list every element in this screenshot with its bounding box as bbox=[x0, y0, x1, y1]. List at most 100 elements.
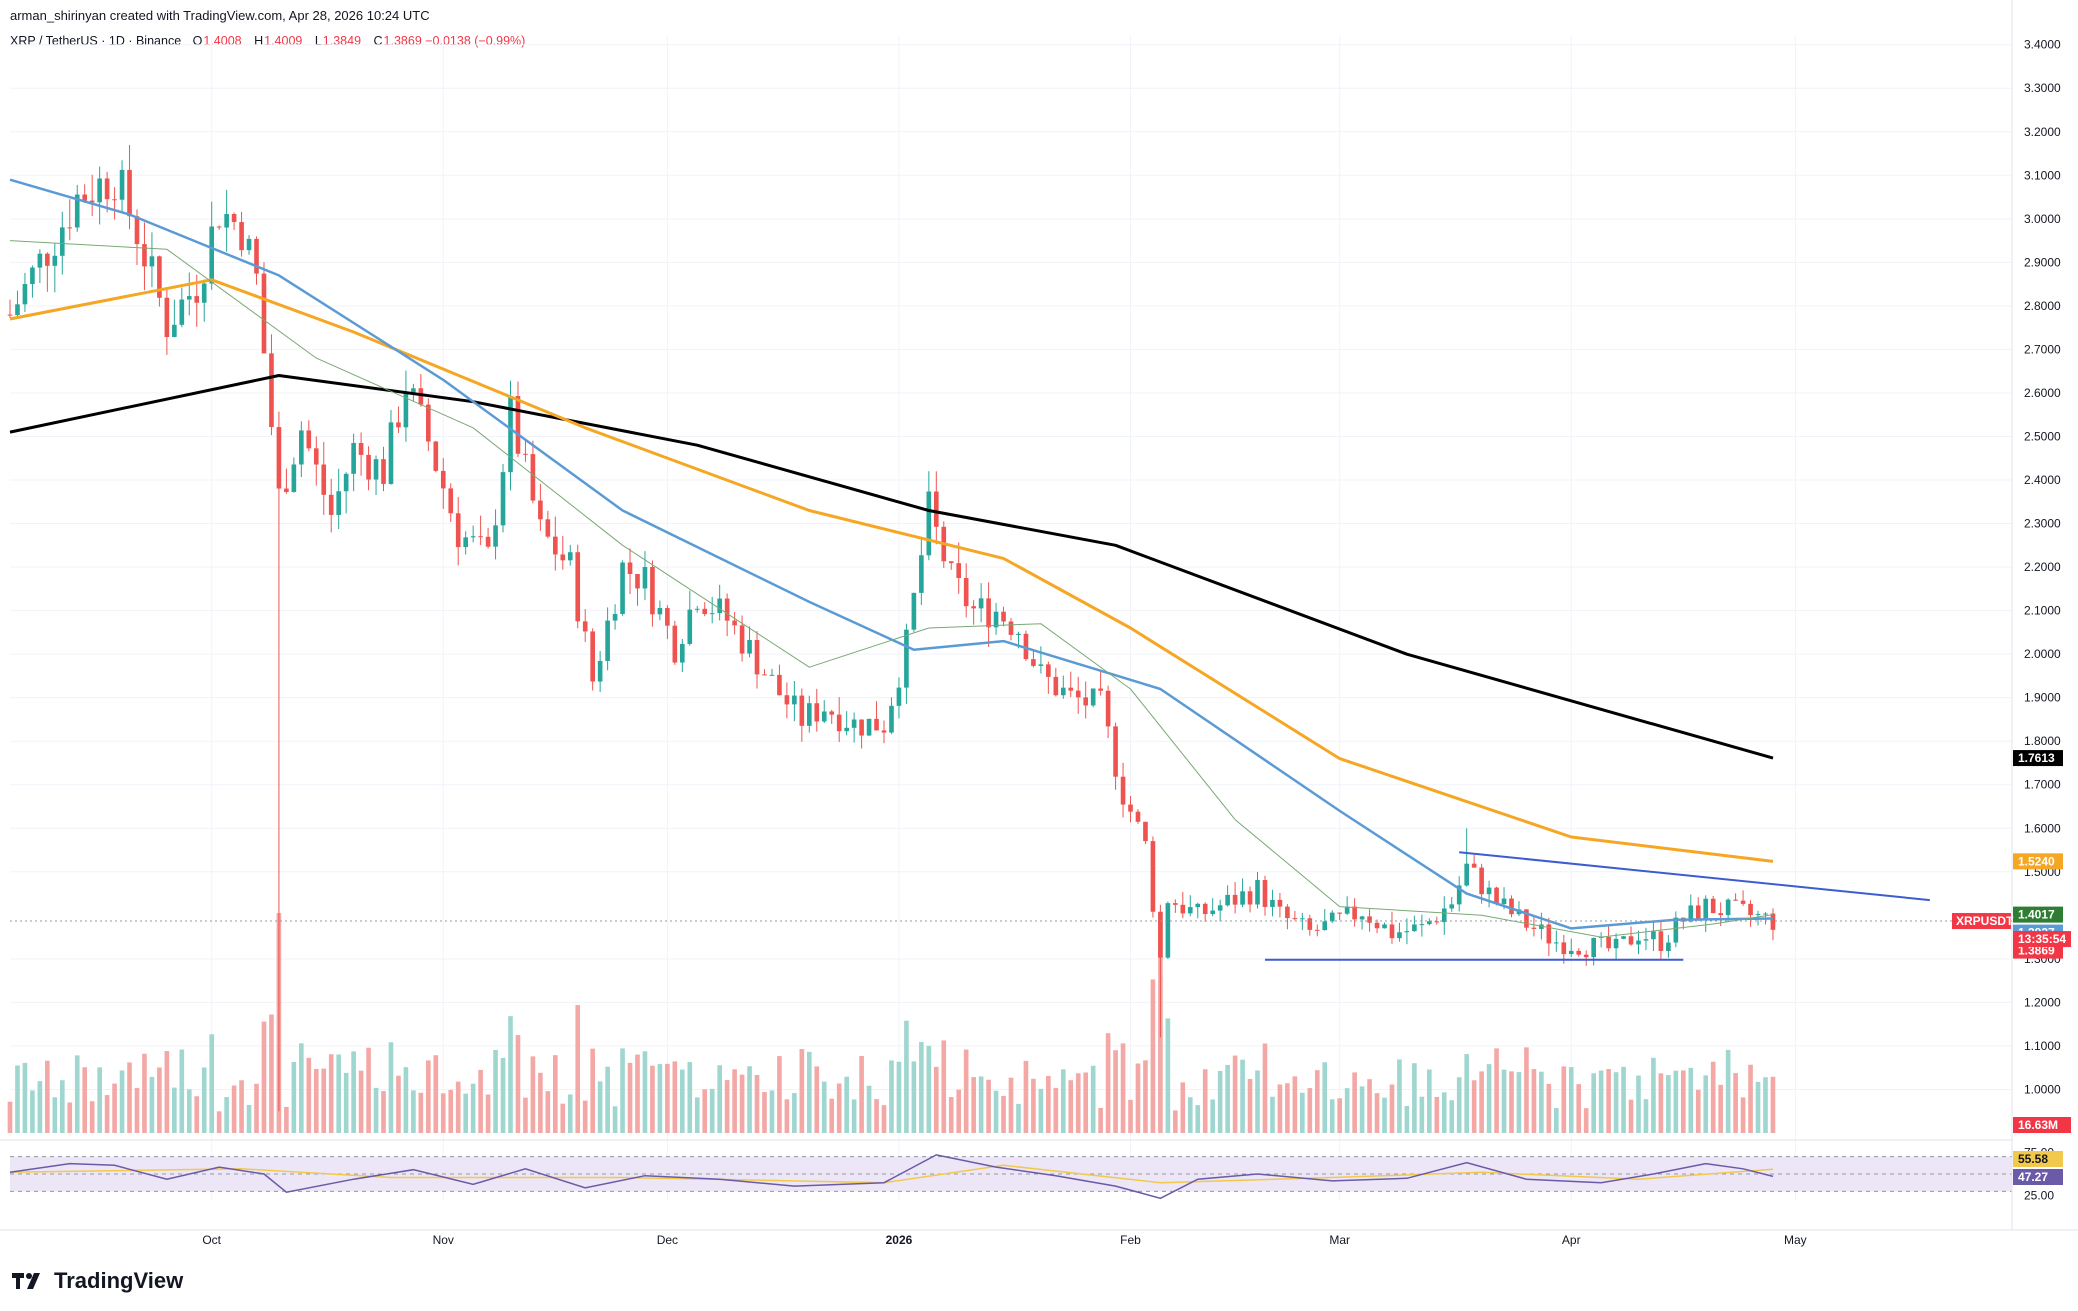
candle-body bbox=[1165, 903, 1171, 958]
candle-body bbox=[1509, 898, 1514, 915]
trendlines[interactable] bbox=[1264, 851, 1930, 961]
volume-bar bbox=[440, 1093, 446, 1133]
volume-bar bbox=[373, 1087, 379, 1133]
volume-bar bbox=[739, 1074, 745, 1133]
volume-bar bbox=[1277, 1084, 1283, 1133]
y-tick-label: 2.0000 bbox=[2024, 647, 2061, 661]
volume-bar bbox=[672, 1061, 678, 1133]
candle-body bbox=[1725, 899, 1731, 916]
volume-bar bbox=[597, 1081, 603, 1133]
candle-body bbox=[956, 563, 962, 579]
volume-bar bbox=[1173, 1110, 1178, 1133]
candle-body bbox=[179, 299, 185, 325]
volume-bar bbox=[104, 1095, 110, 1133]
volume-bar bbox=[403, 1067, 409, 1133]
volume-bar bbox=[396, 1075, 401, 1133]
volume-bar bbox=[209, 1034, 215, 1133]
candle-body bbox=[553, 536, 558, 555]
candle-body bbox=[1561, 942, 1567, 955]
candle-body bbox=[433, 441, 439, 471]
tradingview-brand[interactable]: TradingView bbox=[12, 1268, 183, 1294]
volume-bar bbox=[709, 1088, 715, 1133]
volume-bar bbox=[933, 1066, 939, 1133]
volume-bar bbox=[777, 1056, 782, 1133]
candle-body bbox=[889, 705, 894, 733]
candle-body bbox=[1083, 697, 1089, 706]
volume-bar bbox=[627, 1062, 633, 1133]
volume-bar bbox=[762, 1092, 767, 1133]
candle-body bbox=[1486, 887, 1492, 895]
volume-bar bbox=[1509, 1071, 1514, 1133]
candle-body bbox=[74, 194, 80, 228]
candle-body bbox=[239, 222, 244, 251]
candle-body bbox=[1427, 921, 1432, 925]
candle-body bbox=[381, 459, 386, 484]
candle-body bbox=[1718, 913, 1723, 916]
volume-bar bbox=[582, 1100, 588, 1133]
volume-bar bbox=[328, 1054, 334, 1133]
close-label: C bbox=[373, 34, 383, 48]
candle-body bbox=[747, 639, 752, 654]
candle-body bbox=[821, 711, 827, 722]
candle-body bbox=[1389, 924, 1395, 939]
candle-body bbox=[769, 674, 775, 676]
candle-body bbox=[650, 566, 655, 615]
moving-averages bbox=[9, 178, 1774, 938]
volume-bar bbox=[814, 1066, 820, 1133]
volume-bar bbox=[1143, 1060, 1148, 1133]
volume-bar bbox=[45, 1060, 50, 1133]
volume-bar bbox=[1255, 1070, 1260, 1133]
candle-body bbox=[1636, 940, 1641, 945]
volume-tag-text: 16.63M bbox=[2018, 1118, 2058, 1132]
y-tick-label: 1.1000 bbox=[2024, 1039, 2061, 1053]
candle-body bbox=[209, 226, 215, 284]
volume-bar bbox=[650, 1065, 655, 1133]
volume-bar bbox=[1494, 1048, 1499, 1133]
volume-bar bbox=[881, 1105, 887, 1133]
candle-body bbox=[1770, 913, 1776, 930]
volume-bar bbox=[508, 1016, 513, 1133]
volume-bar bbox=[1628, 1099, 1634, 1133]
volume-bar bbox=[224, 1097, 229, 1133]
volume-bar bbox=[22, 1062, 28, 1133]
candle-body bbox=[799, 695, 805, 726]
volume-bar bbox=[89, 1101, 95, 1133]
candle-body bbox=[1053, 676, 1059, 696]
volume-bar bbox=[493, 1049, 498, 1133]
volume-bar bbox=[1292, 1076, 1298, 1133]
candle-body bbox=[1621, 936, 1626, 939]
volume-bar bbox=[1300, 1092, 1305, 1133]
y-tick-label: 2.7000 bbox=[2024, 342, 2061, 356]
low-label: L bbox=[314, 34, 322, 48]
y-tick-label: 3.0000 bbox=[2024, 212, 2061, 226]
volume-bar bbox=[1113, 1050, 1118, 1133]
candle-body bbox=[1135, 811, 1141, 822]
y-tick-label: 1.6000 bbox=[2024, 821, 2061, 835]
volume-bar bbox=[381, 1091, 386, 1133]
candle-body bbox=[321, 464, 327, 495]
volume-bar bbox=[1210, 1099, 1216, 1133]
volume-bar bbox=[231, 1085, 237, 1133]
volume-bar bbox=[1068, 1080, 1074, 1133]
candle-body bbox=[627, 562, 633, 575]
volume-bar bbox=[1098, 1107, 1103, 1133]
candle-body bbox=[149, 256, 155, 267]
volume-bar bbox=[1337, 1098, 1343, 1133]
candle-body bbox=[1322, 921, 1328, 931]
candle-body bbox=[485, 536, 491, 547]
candles bbox=[7, 144, 1776, 1112]
candle-body bbox=[605, 620, 610, 661]
volume-bar bbox=[1613, 1072, 1619, 1133]
volume-bar bbox=[1441, 1092, 1447, 1133]
candle-body bbox=[866, 718, 872, 736]
x-tick-label: 2026 bbox=[886, 1233, 913, 1247]
candle-body bbox=[575, 552, 581, 622]
volume-bar bbox=[941, 1040, 947, 1133]
rsi-line bbox=[9, 1154, 1774, 1200]
candle-body bbox=[732, 620, 737, 626]
candle-body bbox=[642, 566, 648, 589]
volume-bar bbox=[1404, 1105, 1410, 1133]
candle-body bbox=[22, 284, 28, 305]
volume-bar bbox=[1150, 979, 1156, 1133]
